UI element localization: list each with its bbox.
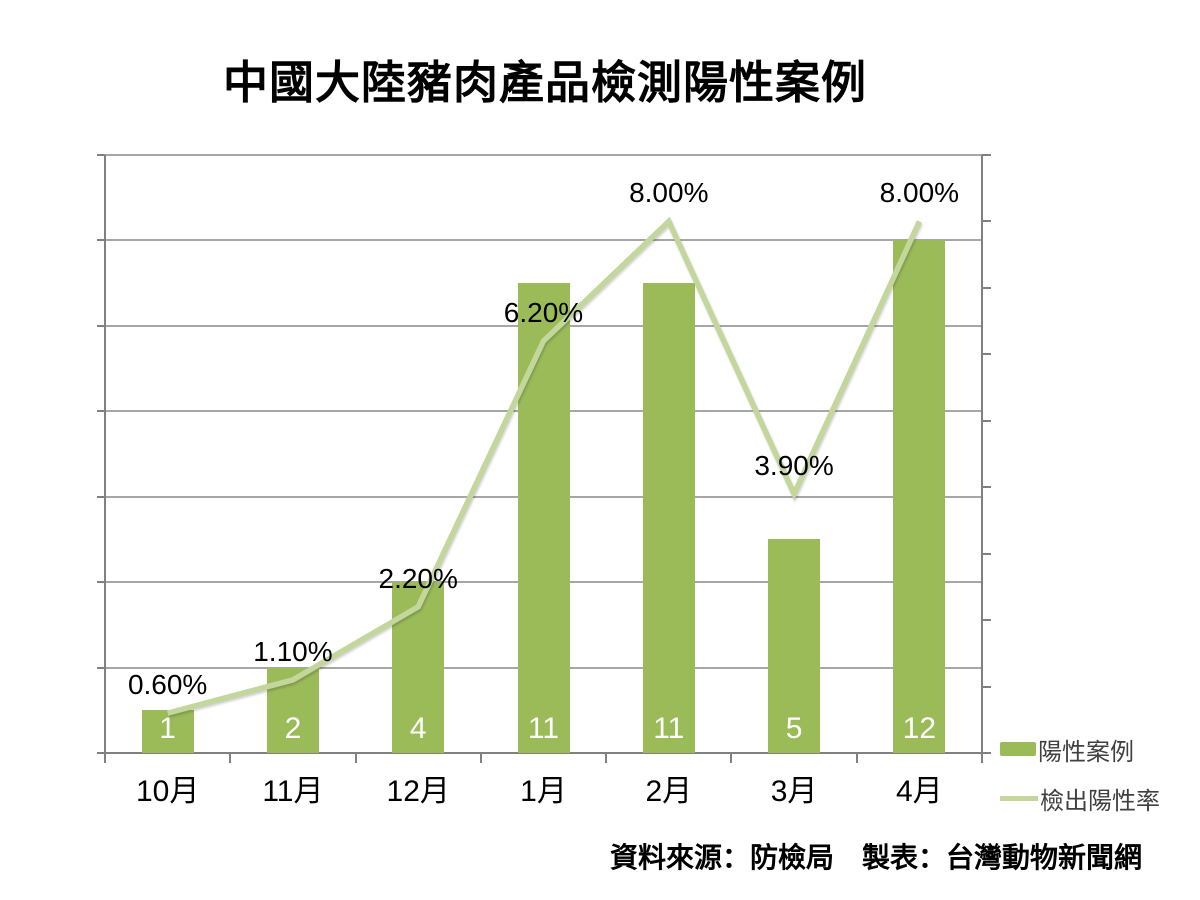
rate-label: 1.10%: [253, 635, 333, 667]
right-axis-tick: [982, 419, 991, 422]
x-axis-label-12月: 12月: [386, 775, 450, 808]
rate-label: 8.00%: [879, 177, 960, 209]
x-axis-tick: [981, 753, 983, 763]
bar-value-label: 1: [159, 712, 176, 745]
right-axis-tick: [982, 685, 991, 688]
right-axis-tick: [982, 752, 991, 754]
x-axis-tick: [605, 753, 608, 763]
gridline: [105, 154, 982, 156]
rate-label: 0.60%: [127, 669, 208, 701]
bar-4月: [893, 240, 946, 753]
left-axis-tick: [97, 239, 105, 242]
left-axis-tick: [97, 581, 105, 584]
chart-title: 中國大陸豬肉產品檢測陽性案例: [222, 57, 867, 108]
rate-label: 8.00%: [629, 177, 709, 209]
x-axis-label-4月: 4月: [896, 775, 943, 808]
x-axis-label-2月: 2月: [645, 775, 693, 808]
y-axis-right: [981, 155, 983, 753]
rate-label: 3.90%: [754, 449, 834, 481]
x-axis-tick: [730, 753, 733, 763]
left-axis-tick: [97, 495, 105, 498]
right-axis-tick: [982, 220, 991, 223]
x-axis-label-3月: 3月: [770, 775, 818, 808]
rate-label: 6.20%: [503, 297, 584, 329]
rate-label: 2.20%: [378, 562, 458, 594]
bar-series-swatch-icon: [1000, 742, 1036, 756]
x-axis-tick: [104, 753, 106, 763]
bar-2月: [642, 283, 695, 753]
source-note: 資料來源：防檢局 製表：台灣動物新聞網: [609, 842, 1142, 873]
right-axis-tick: [982, 619, 991, 622]
bar-1月: [517, 283, 570, 753]
left-axis-tick: [97, 324, 105, 327]
legend: 陽性案例 檢出陽性率: [1000, 735, 1195, 833]
right-axis-tick: [982, 286, 991, 289]
right-axis-tick: [982, 154, 991, 156]
bar-value-label: 11: [653, 712, 685, 745]
x-axis-tick: [354, 753, 357, 763]
legend-item-positive-cases: 陽性案例: [1000, 735, 1195, 766]
right-axis-tick: [982, 486, 991, 489]
left-axis-tick: [97, 154, 105, 156]
x-axis-label-10月: 10月: [135, 775, 200, 808]
y-axis-left: [104, 155, 106, 763]
x-axis-tick: [479, 753, 482, 763]
left-axis-tick: [97, 666, 105, 669]
right-axis-tick: [982, 552, 991, 555]
x-axis-tick: [229, 753, 232, 763]
bar-value-label: 4: [409, 712, 427, 745]
left-axis-tick: [97, 752, 105, 754]
gridline: [105, 239, 982, 242]
x-axis-label-11月: 11月: [262, 775, 324, 808]
legend-label-positive-cases: 陽性案例: [1038, 738, 1134, 766]
x-axis: [97, 752, 988, 754]
bar-10月: [141, 710, 194, 753]
x-axis-tick: [855, 753, 858, 763]
line-series-swatch-icon: [1000, 795, 1038, 801]
right-axis-tick: [982, 353, 991, 356]
bar-value-label: 2: [284, 712, 302, 745]
bar-value-label: 5: [785, 712, 803, 745]
bar-value-label: 12: [902, 712, 937, 745]
legend-item-positive-rate: 檢出陽性率: [1000, 784, 1195, 815]
bar-value-label: 11: [527, 712, 560, 745]
left-axis-tick: [97, 410, 105, 413]
x-axis-label-1月: 1月: [520, 775, 567, 808]
legend-label-positive-rate: 檢出陽性率: [1040, 787, 1160, 815]
